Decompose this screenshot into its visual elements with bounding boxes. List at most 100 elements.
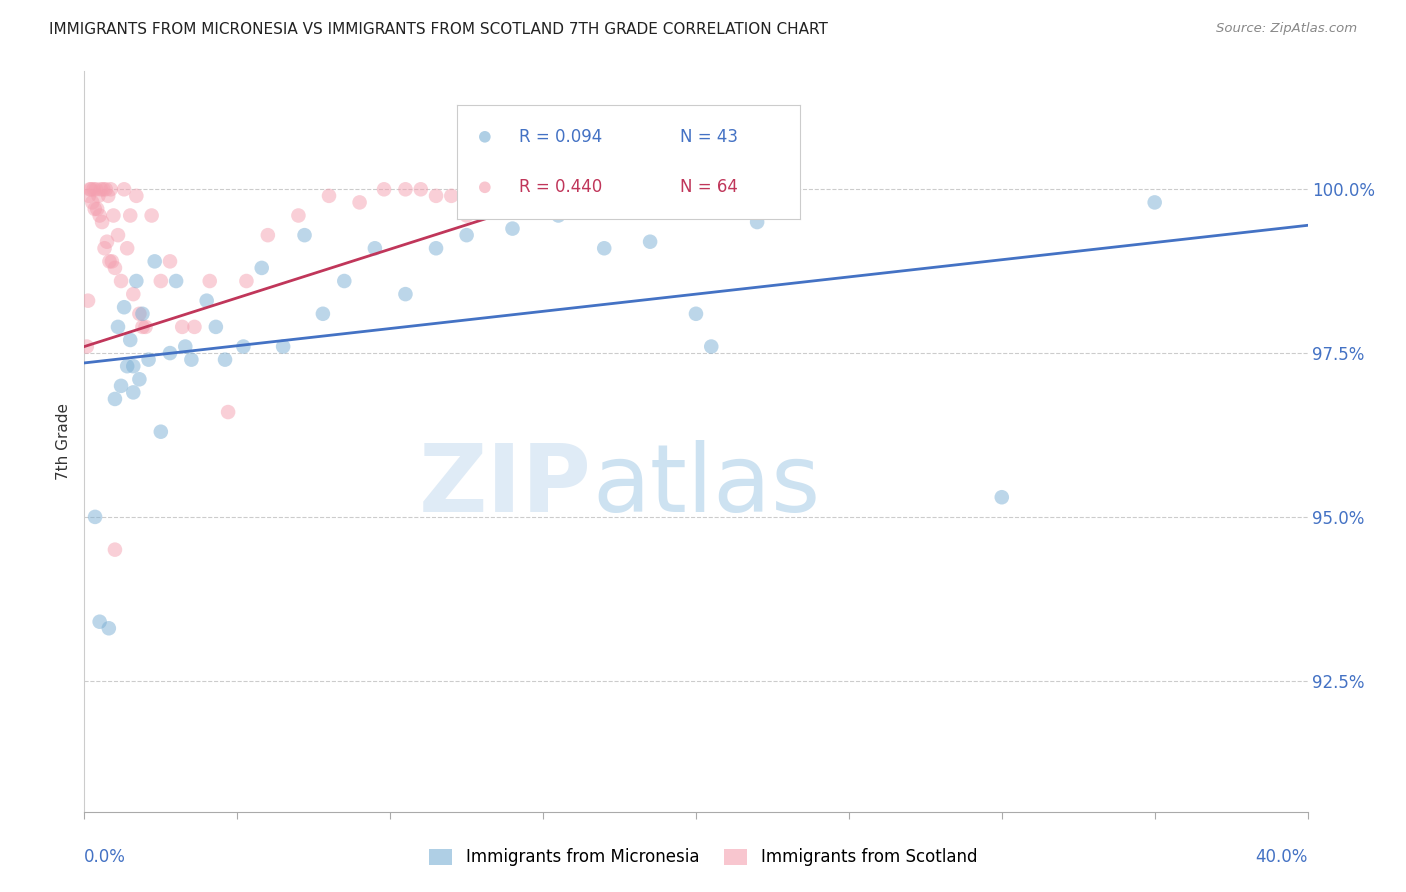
Point (609, 182, 631, 196)
Point (141, 209, 163, 223)
Point (409, 182, 432, 196)
Point (115, 359, 138, 374)
Point (165, 274, 187, 288)
Point (89, 209, 111, 223)
Point (128, 307, 150, 321)
Point (125, 274, 148, 288)
Point (486, 189, 509, 203)
Point (174, 339, 197, 353)
Point (349, 195, 371, 210)
Point (120, 333, 142, 347)
Point (217, 405, 239, 419)
Point (159, 254, 181, 268)
Point (250, 260, 273, 275)
Point (107, 319, 129, 334)
Point (700, 339, 723, 353)
Text: atlas: atlas (592, 440, 820, 532)
Point (83, 202, 105, 216)
Point (103, 209, 125, 223)
Point (77, 189, 100, 203)
Point (83, 182, 105, 196)
Point (685, 307, 707, 321)
Point (502, 182, 524, 196)
Point (394, 182, 416, 196)
Point (214, 352, 236, 367)
Point (235, 274, 257, 288)
Point (456, 228, 478, 243)
Point (138, 352, 160, 367)
Point (122, 385, 145, 400)
Point (149, 425, 172, 439)
Point (172, 319, 194, 334)
Point (97, 189, 120, 203)
Point (77, 293, 100, 308)
Point (205, 319, 228, 334)
Point (93, 241, 115, 255)
Point (135, 319, 157, 334)
Point (502, 221, 524, 235)
Point (84, 182, 107, 196)
Point (232, 339, 254, 353)
Point (120, 209, 142, 223)
Point (115, 241, 138, 255)
Point (183, 319, 205, 334)
Point (373, 182, 395, 196)
Point (87, 189, 110, 203)
Point (425, 241, 447, 255)
Point (312, 307, 335, 321)
Point (991, 490, 1014, 504)
Point (79, 182, 101, 196)
Text: IMMIGRANTS FROM MICRONESIA VS IMMIGRANTS FROM SCOTLAND 7TH GRADE CORRELATION CHA: IMMIGRANTS FROM MICRONESIA VS IMMIGRANTS… (49, 22, 828, 37)
Point (333, 274, 356, 288)
Point (364, 241, 387, 255)
Point (104, 392, 127, 406)
Point (112, 182, 135, 196)
Point (638, 235, 661, 249)
Point (531, 182, 554, 196)
Point (456, 209, 478, 223)
Point (562, 182, 585, 196)
Point (149, 274, 172, 288)
Point (318, 189, 340, 203)
Point (90, 182, 112, 196)
Point (84, 509, 107, 524)
Point (97, 621, 120, 635)
Point (112, 300, 135, 314)
Point (159, 346, 181, 360)
Point (98, 254, 121, 268)
Point (91, 215, 114, 229)
Point (104, 260, 127, 275)
Point (516, 195, 538, 210)
Point (143, 254, 166, 268)
Point (425, 189, 447, 203)
Point (101, 254, 124, 268)
Point (1143, 195, 1166, 210)
Text: 40.0%: 40.0% (1256, 847, 1308, 866)
Legend: Immigrants from Micronesia, Immigrants from Scotland: Immigrants from Micronesia, Immigrants f… (422, 842, 984, 873)
Point (547, 209, 569, 223)
Point (110, 379, 132, 393)
Point (122, 287, 145, 301)
Text: 0.0%: 0.0% (84, 847, 127, 866)
Point (287, 209, 309, 223)
Point (180, 352, 202, 367)
Point (89, 615, 111, 629)
Point (131, 319, 153, 334)
Point (76, 339, 98, 353)
Point (110, 274, 132, 288)
Point (747, 215, 769, 229)
Point (96, 235, 118, 249)
Point (100, 182, 122, 196)
Text: ZIP: ZIP (419, 440, 592, 532)
Point (471, 182, 494, 196)
Point (125, 189, 148, 203)
Point (86, 202, 108, 216)
Point (195, 293, 218, 308)
Y-axis label: 7th Grade: 7th Grade (56, 403, 72, 480)
Point (128, 372, 150, 386)
Point (593, 241, 616, 255)
Point (257, 228, 280, 243)
Point (82, 195, 104, 210)
Point (271, 339, 294, 353)
Point (198, 274, 221, 288)
